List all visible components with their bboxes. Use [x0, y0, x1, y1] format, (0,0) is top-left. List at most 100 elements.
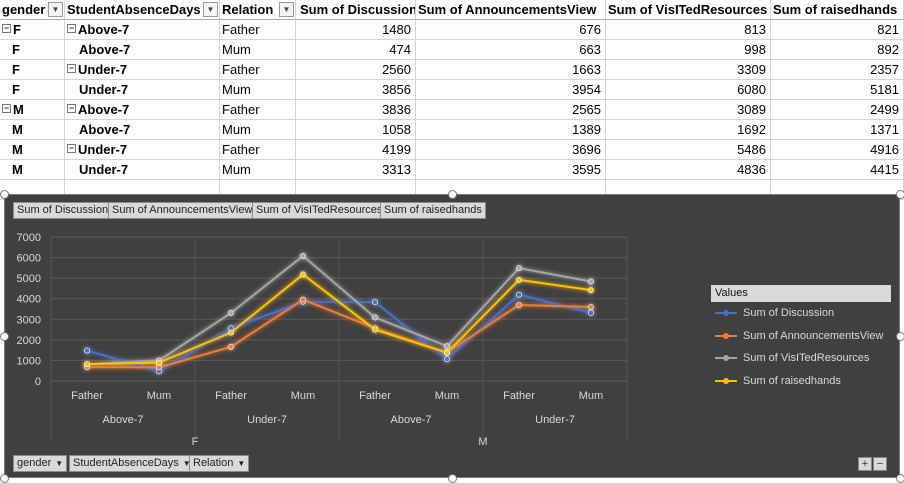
row-gender[interactable]: − F — [0, 20, 65, 40]
legend-item[interactable]: Sum of raisedhands — [715, 374, 841, 388]
row-gender[interactable]: M — [0, 160, 65, 180]
row-resources[interactable]: 6080 — [606, 80, 771, 100]
row-gender[interactable]: − M — [0, 100, 65, 120]
value-field-button-resources[interactable]: Sum of VisITedResources — [252, 202, 387, 219]
pivot-chart[interactable]: Sum of Discussion Sum of AnnouncementsVi… — [4, 194, 900, 478]
collapse-toggle-icon[interactable]: − — [67, 23, 76, 34]
legend-title[interactable]: Values — [711, 285, 891, 302]
value-field-button-discussion[interactable]: Sum of Discussion — [13, 202, 113, 219]
row-absence[interactable]: Under-7 — [65, 160, 220, 180]
legend-item[interactable]: Sum of AnnouncementsView — [715, 329, 883, 343]
row-resources[interactable]: 813 — [606, 20, 771, 40]
row-absence[interactable]: Under-7 — [65, 80, 220, 100]
row-announcements[interactable]: 1389 — [416, 120, 606, 140]
row-raisedhands[interactable]: 892 — [771, 40, 904, 60]
collapse-toggle-icon[interactable]: − — [67, 63, 76, 74]
row-announcements[interactable]: 663 — [416, 40, 606, 60]
row-raisedhands[interactable]: 1371 — [771, 120, 904, 140]
row-raisedhands[interactable]: 821 — [771, 20, 904, 40]
row-resources[interactable]: 3089 — [606, 100, 771, 120]
resize-handle-top-right[interactable] — [896, 190, 904, 199]
row-absence[interactable]: Above-7 — [65, 40, 220, 60]
cell-value: 4836 — [737, 162, 766, 177]
row-absence[interactable]: Above-7 — [65, 120, 220, 140]
axis-field-button-absence[interactable]: StudentAbsenceDays ▼ — [69, 455, 195, 472]
row-gender[interactable]: F — [0, 60, 65, 80]
row-relation[interactable]: Mum — [220, 160, 296, 180]
row-discussion[interactable]: 1480 — [296, 20, 416, 40]
row-raisedhands[interactable]: 2499 — [771, 100, 904, 120]
row-raisedhands[interactable]: 5181 — [771, 80, 904, 100]
row-relation[interactable]: Mum — [220, 40, 296, 60]
cell-value: 3313 — [382, 162, 411, 177]
resize-handle-top[interactable] — [448, 190, 457, 199]
header-resources[interactable]: Sum of VisITedResources — [606, 0, 771, 20]
row-announcements[interactable]: 1663 — [416, 60, 606, 80]
row-gender[interactable]: M — [0, 120, 65, 140]
axis-field-button-relation[interactable]: Relation ▼ — [189, 455, 250, 472]
row-relation[interactable]: Father — [220, 60, 296, 80]
row-raisedhands[interactable]: 2357 — [771, 60, 904, 80]
row-gender[interactable]: F — [0, 40, 65, 60]
collapse-toggle-icon[interactable]: − — [67, 103, 76, 114]
resize-handle-bottom-right[interactable] — [896, 474, 904, 483]
cell-value: F — [12, 82, 20, 97]
row-raisedhands[interactable]: 4916 — [771, 140, 904, 160]
resize-handle-right[interactable] — [896, 332, 904, 341]
row-announcements[interactable]: 676 — [416, 20, 606, 40]
row-discussion[interactable]: 3836 — [296, 100, 416, 120]
row-discussion[interactable]: 3856 — [296, 80, 416, 100]
resize-handle-top-left[interactable] — [0, 190, 9, 199]
row-announcements[interactable]: 2565 — [416, 100, 606, 120]
row-announcements[interactable]: 3595 — [416, 160, 606, 180]
row-relation[interactable]: Mum — [220, 80, 296, 100]
row-announcements[interactable]: 3696 — [416, 140, 606, 160]
row-resources[interactable]: 1692 — [606, 120, 771, 140]
header-announcements[interactable]: Sum of AnnouncementsView — [416, 0, 606, 20]
value-field-button-raisedhands[interactable]: Sum of raisedhands — [380, 202, 486, 219]
resize-handle-bottom-left[interactable] — [0, 474, 9, 483]
collapse-field-button[interactable]: − — [873, 457, 887, 471]
resize-handle-bottom[interactable] — [448, 474, 457, 483]
axis-field-button-gender[interactable]: gender ▼ — [13, 455, 68, 472]
header-raisedhands[interactable]: Sum of raisedhands — [771, 0, 904, 20]
row-discussion[interactable]: 1058 — [296, 120, 416, 140]
row-discussion[interactable]: 3313 — [296, 160, 416, 180]
row-relation[interactable]: Father — [220, 20, 296, 40]
row-absence[interactable]: − Under-7 — [65, 140, 220, 160]
relation-filter-button[interactable]: ▼ — [279, 2, 294, 17]
row-absence[interactable]: − Above-7 — [65, 100, 220, 120]
gender-filter-button[interactable]: ▼ — [48, 2, 63, 17]
row-gender[interactable]: F — [0, 80, 65, 100]
value-field-button-announcements[interactable]: Sum of AnnouncementsView — [108, 202, 257, 219]
legend-item[interactable]: Sum of Discussion — [715, 306, 834, 320]
collapse-toggle-icon[interactable]: − — [2, 103, 11, 114]
row-announcements[interactable]: 3954 — [416, 80, 606, 100]
row-absence[interactable]: − Above-7 — [65, 20, 220, 40]
expand-field-button[interactable]: + — [858, 457, 872, 471]
row-relation[interactable]: Father — [220, 140, 296, 160]
row-discussion[interactable]: 2560 — [296, 60, 416, 80]
resize-handle-left[interactable] — [0, 332, 9, 341]
collapse-toggle-icon[interactable]: − — [67, 143, 76, 154]
row-absence[interactable]: − Under-7 — [65, 60, 220, 80]
x-label-relation: Mum — [435, 390, 459, 402]
row-resources[interactable]: 5486 — [606, 140, 771, 160]
header-relation[interactable]: Relation — [220, 0, 296, 20]
legend-item[interactable]: Sum of VisITedResources — [715, 351, 869, 365]
row-discussion[interactable]: 474 — [296, 40, 416, 60]
collapse-toggle-icon[interactable]: − — [2, 23, 11, 34]
row-relation[interactable]: Mum — [220, 120, 296, 140]
row-resources[interactable]: 4836 — [606, 160, 771, 180]
row-resources[interactable]: 998 — [606, 40, 771, 60]
row-resources[interactable]: 3309 — [606, 60, 771, 80]
row-relation[interactable]: Father — [220, 100, 296, 120]
row-discussion[interactable]: 4199 — [296, 140, 416, 160]
table-row: − F − Above-7 Father 1480 676 813 821 — [0, 20, 904, 40]
header-absence[interactable]: StudentAbsenceDays — [65, 0, 220, 20]
header-discussion[interactable]: Sum of Discussion — [296, 0, 416, 20]
row-raisedhands[interactable]: 4415 — [771, 160, 904, 180]
row-gender[interactable]: M — [0, 140, 65, 160]
absence-filter-button[interactable]: ▼ — [203, 2, 218, 17]
data-point — [516, 302, 522, 308]
